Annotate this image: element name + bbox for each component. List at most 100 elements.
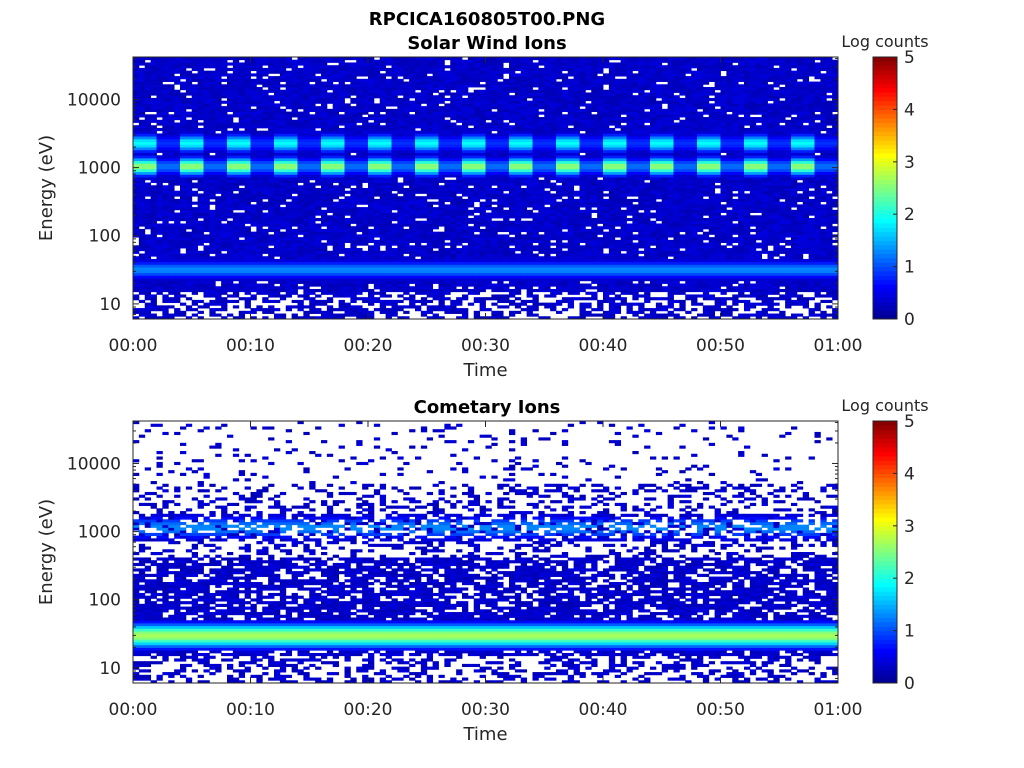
heatmap-cell xyxy=(262,141,269,145)
heatmap-cell xyxy=(209,157,216,162)
heatmap-cell xyxy=(356,228,363,233)
heatmap-cell xyxy=(262,201,269,205)
heatmap-cell xyxy=(174,253,181,257)
heatmap-cell xyxy=(303,70,310,74)
heatmap-cell xyxy=(156,149,163,153)
heatmap-cell xyxy=(426,92,434,96)
heatmap-cell xyxy=(368,157,375,162)
heatmap-cell xyxy=(209,237,216,241)
heatmap-cell xyxy=(332,242,340,246)
heatmap-cell xyxy=(303,125,310,129)
heatmap-cell xyxy=(262,269,269,274)
heatmap-cell xyxy=(197,237,204,241)
heatmap-cell xyxy=(162,157,169,162)
heatmap-cell xyxy=(373,193,381,197)
heatmap-cell xyxy=(162,160,169,164)
heatmap-cell xyxy=(385,226,392,230)
heatmap-cell xyxy=(415,138,422,143)
heatmap-cell xyxy=(444,308,451,312)
heatmap-cell xyxy=(180,117,187,121)
heatmap-cell xyxy=(373,308,381,312)
heatmap-cell xyxy=(379,193,387,197)
heatmap-cell xyxy=(268,248,275,252)
heatmap-cell xyxy=(150,316,157,320)
heatmap-cell xyxy=(297,122,304,126)
heatmap-cell xyxy=(244,81,251,85)
heatmap-cell xyxy=(450,283,457,287)
heatmap-cell xyxy=(368,57,375,61)
heatmap-cell xyxy=(356,278,363,282)
heatmap-cell xyxy=(350,78,357,82)
heatmap-cell xyxy=(279,103,287,107)
heatmap-cell xyxy=(462,163,469,167)
heatmap-cell xyxy=(232,108,240,112)
heatmap-cell xyxy=(444,209,451,213)
heatmap-cell xyxy=(150,261,157,265)
heatmap-cell xyxy=(221,119,228,123)
heatmap-cell xyxy=(279,288,287,293)
heatmap-cell xyxy=(227,190,234,194)
heatmap-cell xyxy=(303,207,310,211)
heatmap-cell xyxy=(244,62,251,66)
heatmap-cell xyxy=(462,250,469,254)
heatmap-cell xyxy=(133,212,140,216)
heatmap-cell xyxy=(227,174,234,178)
heatmap-cell xyxy=(415,103,422,107)
heatmap-cell xyxy=(391,182,398,186)
heatmap-cell xyxy=(262,261,269,265)
heatmap-cell xyxy=(379,81,387,85)
heatmap-cell xyxy=(279,313,287,317)
heatmap-cell xyxy=(362,223,369,227)
heatmap-cell xyxy=(368,185,375,189)
heatmap-cell xyxy=(438,264,445,268)
heatmap-cell xyxy=(362,215,369,219)
heatmap-cell xyxy=(426,264,434,268)
heatmap-cell xyxy=(456,152,463,156)
heatmap-cell xyxy=(338,264,345,268)
heatmap-cell xyxy=(221,111,228,115)
heatmap-cell xyxy=(203,234,210,238)
heatmap-cell xyxy=(309,234,316,238)
heatmap-cell xyxy=(180,256,187,260)
heatmap-cell xyxy=(444,242,451,246)
heatmap-cell xyxy=(391,207,398,211)
heatmap-cell xyxy=(432,59,439,63)
heatmap-cell xyxy=(138,157,146,162)
heatmap-cell xyxy=(215,67,222,72)
heatmap-cell xyxy=(215,147,222,151)
heatmap-cell xyxy=(332,226,340,230)
heatmap-cell xyxy=(303,288,310,293)
heatmap-cell xyxy=(279,166,287,170)
heatmap-cell xyxy=(397,218,404,222)
heatmap-cell xyxy=(297,286,304,290)
heatmap-cell xyxy=(420,147,428,151)
heatmap-cell xyxy=(315,179,322,183)
heatmap-cell xyxy=(232,283,240,287)
heatmap-cell xyxy=(326,166,334,170)
heatmap-cell xyxy=(250,141,257,145)
heatmap-cell xyxy=(209,294,216,298)
heatmap-cell xyxy=(397,147,404,151)
heatmap-cell xyxy=(174,201,181,205)
heatmap-cell xyxy=(403,130,410,134)
heatmap-cell xyxy=(385,275,392,279)
heatmap-cell xyxy=(321,280,328,284)
heatmap-cell xyxy=(456,196,463,200)
heatmap-cell xyxy=(150,92,157,96)
heatmap-cell xyxy=(197,250,204,254)
heatmap-cell xyxy=(133,248,140,252)
heatmap-cell xyxy=(250,65,257,69)
heatmap-cell xyxy=(350,122,357,126)
heatmap-cell xyxy=(462,223,469,227)
heatmap-cell xyxy=(168,155,175,159)
heatmap-cell xyxy=(144,286,152,290)
heatmap-cell xyxy=(291,253,298,257)
heatmap-cell xyxy=(338,278,345,282)
heatmap-cell xyxy=(379,160,387,164)
heatmap-cell xyxy=(444,147,451,151)
heatmap-cell xyxy=(315,272,322,276)
heatmap-cell xyxy=(362,237,369,241)
heatmap-cell xyxy=(191,125,199,129)
heatmap-cell xyxy=(350,239,357,243)
heatmap-cell xyxy=(321,248,328,252)
